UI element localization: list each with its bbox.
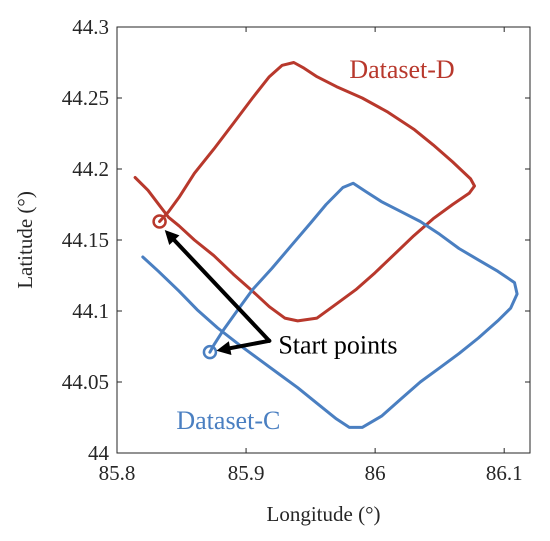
x-tick-label: 85.9 <box>228 461 265 485</box>
y-tick-label: 44 <box>88 441 110 465</box>
y-tick-label: 44.15 <box>62 228 109 252</box>
y-tick-label: 44.3 <box>72 15 109 39</box>
arrow-head <box>164 230 180 246</box>
chart-annotations: Dataset-D Dataset-C Start points <box>164 55 455 435</box>
plot-area: 85.8 85.9 86 86.1 44 44.05 44.1 44.15 44.2 44.25 4… <box>62 15 531 485</box>
series-line-dataset-d <box>133 61 476 323</box>
chart-marks <box>133 61 519 429</box>
start-point-dataset-d <box>152 214 167 229</box>
y-tick-label: 44.1 <box>72 299 109 323</box>
annotation-label: Dataset-D <box>349 55 454 84</box>
annotation-label: Dataset-C <box>176 406 280 435</box>
x-tick-label: 86 <box>365 461 386 485</box>
y-tick-label: 44.25 <box>62 86 109 110</box>
x-tick-label: 86.1 <box>486 461 523 485</box>
series-line-dataset-c <box>141 181 519 429</box>
start-point-dataset-c <box>202 344 218 360</box>
arrow-head <box>216 341 232 356</box>
arrow-shaft <box>172 238 272 343</box>
axes-box <box>116 26 531 454</box>
y-tick-label: 44.05 <box>62 370 109 394</box>
x-axis-title: Longitude (°) <box>267 502 381 526</box>
y-tick-label: 44.2 <box>72 157 109 181</box>
annotation-label: Start points <box>278 331 397 360</box>
arrow-shaft <box>228 338 272 351</box>
y-axis-title: Latitude (°) <box>13 191 37 289</box>
x-tick-label: 85.8 <box>99 461 136 485</box>
